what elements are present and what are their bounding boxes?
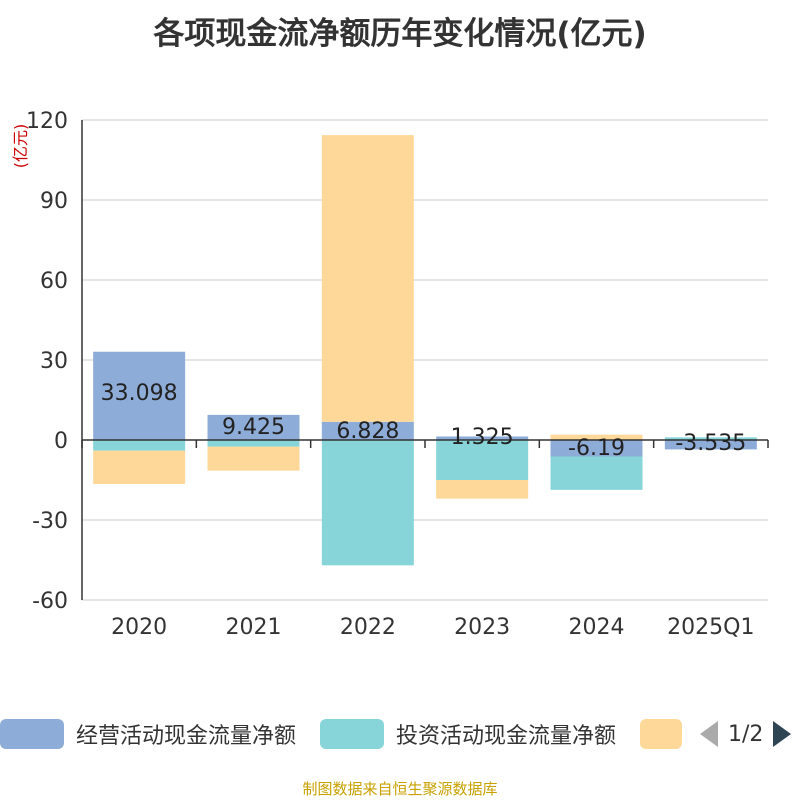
y-tick-label: -60 xyxy=(32,589,68,614)
x-tick-label: 2020 xyxy=(111,615,167,640)
data-label: -3.535 xyxy=(675,431,746,456)
bar-investing xyxy=(321,440,414,566)
legend-item-investing[interactable]: 投资活动现金流量净额 xyxy=(320,712,616,756)
bar-financing xyxy=(436,480,529,499)
y-tick-label: 90 xyxy=(40,189,68,214)
legend-item-financing[interactable] xyxy=(640,712,682,756)
legend-label-operating: 经营活动现金流量净额 xyxy=(76,724,297,749)
y-tick-label: 120 xyxy=(26,109,68,134)
bar-investing xyxy=(207,440,300,447)
bar-investing xyxy=(93,440,186,451)
legend-pager: 1/2 xyxy=(700,712,792,756)
bar-operating xyxy=(664,440,757,450)
x-tick-label: 2025Q1 xyxy=(667,615,754,640)
pager-next-icon[interactable] xyxy=(773,721,792,747)
legend-label-investing: 投资活动现金流量净额 xyxy=(396,724,617,749)
legend-swatch-financing xyxy=(640,719,682,749)
y-tick-label: -30 xyxy=(32,509,68,534)
bar-chart: -60 -30 0 30 60 90 120(亿元) 33.098 9.425 6.828 1.32… xyxy=(11,109,769,640)
pager-text: 1/2 xyxy=(728,721,764,747)
y-tick-label: 0 xyxy=(54,429,68,454)
bar-investing xyxy=(550,456,643,490)
legend-item-operating[interactable]: 经营活动现金流量净额 xyxy=(0,712,296,756)
data-label: 33.098 xyxy=(101,381,178,406)
bar-financing xyxy=(93,450,186,484)
legend-swatch-operating xyxy=(0,719,64,749)
x-tick-label: 2023 xyxy=(454,615,510,640)
x-tick-label: 2022 xyxy=(340,615,396,640)
pager-prev-icon[interactable] xyxy=(700,721,718,747)
bar-financing xyxy=(321,135,414,422)
bar-financing xyxy=(207,446,300,471)
data-label: 6.828 xyxy=(336,419,399,444)
y-tick-label: 60 xyxy=(40,269,68,294)
legend-swatch-investing xyxy=(320,719,384,749)
bar-investing xyxy=(664,437,757,440)
x-tick-label: 2024 xyxy=(569,615,625,640)
data-label: 1.325 xyxy=(451,425,514,450)
legend: 经营活动现金流量净额 投资活动现金流量净额 1/2 xyxy=(0,712,800,756)
bar-investing xyxy=(436,440,529,480)
x-tick-label: 2021 xyxy=(226,615,282,640)
y-tick-label: 30 xyxy=(40,349,68,374)
data-label: -6.19 xyxy=(568,436,625,461)
bar-financing xyxy=(550,434,643,440)
bar-operating xyxy=(93,351,186,440)
data-label: 9.425 xyxy=(222,415,285,440)
bar-operating xyxy=(207,414,300,440)
y-axis-label: (亿元) xyxy=(11,124,30,169)
source-note: 制图数据来自恒生聚源数据库 xyxy=(302,780,498,798)
chart-title: 各项现金流净额历年变化情况(亿元) xyxy=(153,16,647,52)
bar-operating xyxy=(321,421,414,440)
bar-operating xyxy=(550,440,643,457)
bar-operating xyxy=(436,436,529,440)
